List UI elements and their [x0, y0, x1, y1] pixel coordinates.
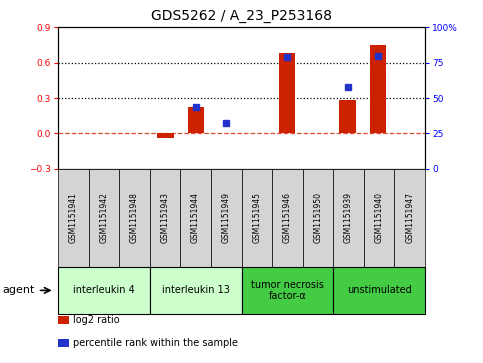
Text: GSM1151942: GSM1151942	[99, 192, 108, 243]
Text: GSM1151945: GSM1151945	[252, 192, 261, 243]
Text: interleukin 4: interleukin 4	[73, 285, 135, 295]
Text: unstimulated: unstimulated	[347, 285, 412, 295]
Bar	[340, 100, 356, 133]
Text: GSM1151950: GSM1151950	[313, 192, 323, 243]
Bar	[279, 53, 295, 133]
Text: GSM1151943: GSM1151943	[160, 192, 170, 243]
Bar	[157, 133, 174, 138]
Text: GSM1151947: GSM1151947	[405, 192, 414, 243]
Text: GDS5262 / A_23_P253168: GDS5262 / A_23_P253168	[151, 9, 332, 23]
Text: log2 ratio: log2 ratio	[73, 315, 120, 325]
Bar	[188, 107, 204, 133]
Bar	[369, 45, 386, 133]
Text: GSM1151949: GSM1151949	[222, 192, 231, 243]
Text: agent: agent	[2, 285, 35, 295]
Text: interleukin 13: interleukin 13	[162, 285, 229, 295]
Text: percentile rank within the sample: percentile rank within the sample	[73, 338, 239, 348]
Text: GSM1151948: GSM1151948	[130, 192, 139, 243]
Text: GSM1151940: GSM1151940	[375, 192, 384, 243]
Text: GSM1151946: GSM1151946	[283, 192, 292, 243]
Text: GSM1151941: GSM1151941	[69, 192, 78, 243]
Text: GSM1151944: GSM1151944	[191, 192, 200, 243]
Text: GSM1151939: GSM1151939	[344, 192, 353, 243]
Text: tumor necrosis
factor-α: tumor necrosis factor-α	[251, 280, 324, 301]
